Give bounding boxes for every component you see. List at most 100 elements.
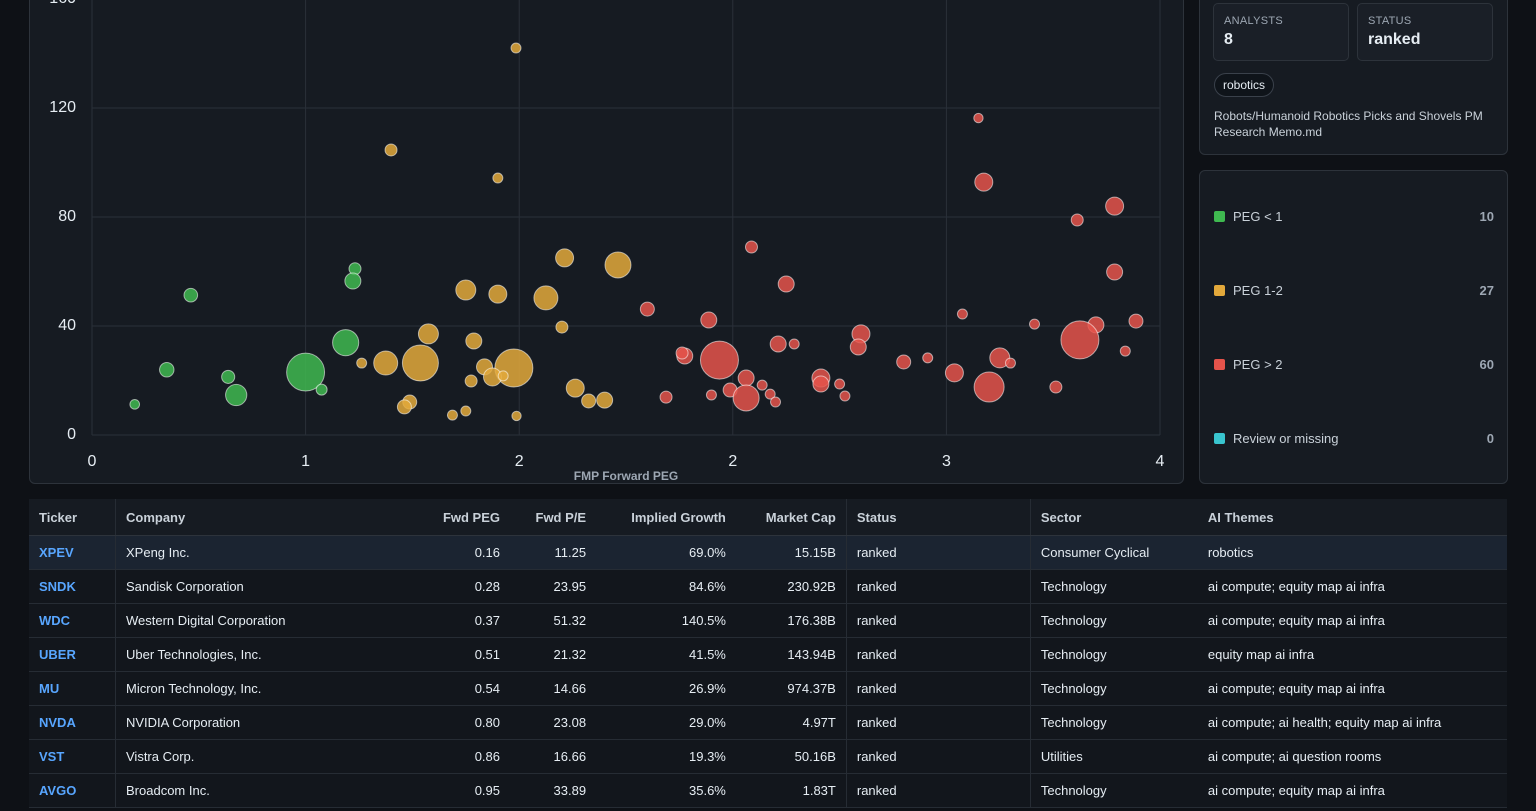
column-header[interactable]: Fwd P/E	[510, 499, 597, 536]
column-header[interactable]: Fwd PEG	[416, 499, 510, 536]
column-header[interactable]: Market Cap	[735, 499, 847, 536]
table-cell: 230.92B	[735, 569, 847, 604]
ticker-cell: AVGO	[29, 773, 116, 808]
bubble	[659, 390, 673, 404]
y-tick-label: 80	[58, 208, 76, 225]
table-cell: Vistra Corp.	[115, 739, 416, 774]
bubble	[533, 285, 559, 311]
table-cell: Technology	[1030, 671, 1198, 706]
bubble	[849, 338, 867, 356]
legend-item[interactable]: PEG < 1 10	[1214, 207, 1494, 227]
table-cell: ranked	[846, 739, 1031, 774]
bubble	[511, 410, 522, 422]
ticker-cell: UBER	[29, 637, 116, 672]
table-cell: 4.97T	[735, 705, 847, 740]
table-row[interactable]: NVDA NVIDIA Corporation 0.80 23.08 29.0% 4.97…	[29, 705, 1507, 740]
ticker-cell: WDC	[29, 603, 116, 638]
table-row[interactable]: AVGO Broadcom Inc. 0.95 33.89 35.6% 1.83T rank…	[29, 773, 1507, 808]
bubble	[315, 383, 328, 396]
summary-body: ANALYSTS 8 STATUS ranked robotics Robots…	[1200, 1, 1507, 151]
bubble	[344, 272, 362, 290]
column-header[interactable]: AI Themes	[1197, 499, 1507, 536]
holdings-table: Ticker Company Fwd PEG Fwd P/E Implied Growt…	[29, 499, 1507, 808]
bubble	[756, 379, 768, 391]
bubble	[1105, 196, 1125, 216]
table-cell: 14.66	[510, 671, 597, 706]
bubble	[581, 393, 597, 409]
table-cell: robotics	[1197, 535, 1507, 570]
bubble	[974, 172, 994, 192]
table-cell: 0.28	[416, 569, 510, 604]
table-row[interactable]: WDC Western Digital Corporation 0.37 51.32 1…	[29, 603, 1507, 638]
bubble	[1070, 213, 1084, 227]
y-tick-label: 0	[67, 426, 76, 443]
ticker-cell: XPEV	[29, 535, 116, 570]
bubble	[1060, 320, 1100, 360]
table-cell: 15.15B	[735, 535, 847, 570]
bubble	[384, 143, 398, 157]
y-tick-label: 40	[58, 317, 76, 334]
x-tick-label: 3	[942, 453, 951, 470]
bubble	[705, 389, 717, 401]
legend-count: 60	[1479, 357, 1494, 372]
column-header[interactable]: Ticker	[29, 499, 116, 536]
x-tick-label: 4	[1156, 453, 1165, 470]
bubble	[896, 354, 912, 370]
table-row[interactable]: VST Vistra Corp. 0.86 16.66 19.3% 50.16B ranke…	[29, 739, 1507, 774]
x-axis-title: FMP Forward PEG	[574, 469, 678, 483]
theme-tag[interactable]: robotics	[1214, 73, 1275, 97]
table-cell: 16.66	[510, 739, 597, 774]
table-cell: 11.25	[510, 535, 597, 570]
column-header[interactable]: Sector	[1030, 499, 1198, 536]
legend-item[interactable]: PEG 1-2 27	[1214, 281, 1494, 301]
table-cell: Technology	[1030, 705, 1198, 740]
table-cell: 0.86	[416, 739, 510, 774]
table-cell: equity map ai infra	[1197, 637, 1507, 672]
bubble	[464, 374, 478, 388]
table-row[interactable]: SNDK Sandisk Corporation 0.28 23.95 84.6% 230…	[29, 569, 1507, 604]
bubble	[356, 357, 368, 369]
bubble	[417, 323, 439, 345]
table-cell: 50.16B	[735, 739, 847, 774]
bubble	[770, 396, 782, 408]
bubble	[737, 369, 755, 387]
analysts-card: ANALYSTS 8	[1213, 3, 1349, 61]
bubble	[1004, 357, 1016, 369]
bubble	[769, 335, 787, 353]
column-header[interactable]: Implied Growth	[596, 499, 736, 536]
bubble	[944, 363, 964, 383]
bubble	[699, 340, 739, 380]
legend-label: PEG 1-2	[1233, 283, 1283, 298]
bubble	[956, 308, 968, 320]
legend-count: 0	[1486, 431, 1494, 446]
table-cell: 143.94B	[735, 637, 847, 672]
status-value: ranked	[1368, 31, 1421, 48]
bubble	[183, 287, 199, 303]
legend-swatch	[1214, 359, 1225, 370]
legend-item[interactable]: PEG > 2 60	[1214, 355, 1494, 375]
table-cell: ranked	[846, 705, 1031, 740]
bubble	[492, 172, 504, 184]
table-row[interactable]: UBER Uber Technologies, Inc. 0.51 21.32 41.5…	[29, 637, 1507, 672]
table-cell: 0.95	[416, 773, 510, 808]
legend-item[interactable]: Review or missing 0	[1214, 429, 1494, 449]
table-row[interactable]: XPEV XPeng Inc. 0.16 11.25 69.0% 15.15B ranked…	[29, 535, 1507, 570]
table-row[interactable]: MU Micron Technology, Inc. 0.54 14.66 26.9% 9…	[29, 671, 1507, 706]
bubble	[1029, 318, 1041, 330]
table-cell: 23.08	[510, 705, 597, 740]
bubble	[700, 311, 718, 329]
bubble	[777, 275, 795, 293]
table-cell: ranked	[846, 535, 1031, 570]
table-cell: Technology	[1030, 603, 1198, 638]
bubble	[604, 251, 632, 279]
table-cell: 23.95	[510, 569, 597, 604]
table-cell: Technology	[1030, 773, 1198, 808]
column-header[interactable]: Company	[115, 499, 416, 536]
column-header[interactable]: Status	[846, 499, 1031, 536]
bubble	[1049, 380, 1063, 394]
table-cell: ai compute; equity map ai infra	[1197, 773, 1507, 808]
analysts-label: ANALYSTS	[1224, 15, 1284, 27]
bubble	[159, 362, 175, 378]
ticker-cell: NVDA	[29, 705, 116, 740]
chart: FMP Forward PEG 0 40 80 120 160 0 1 2 2 3 4	[49, 0, 1165, 483]
